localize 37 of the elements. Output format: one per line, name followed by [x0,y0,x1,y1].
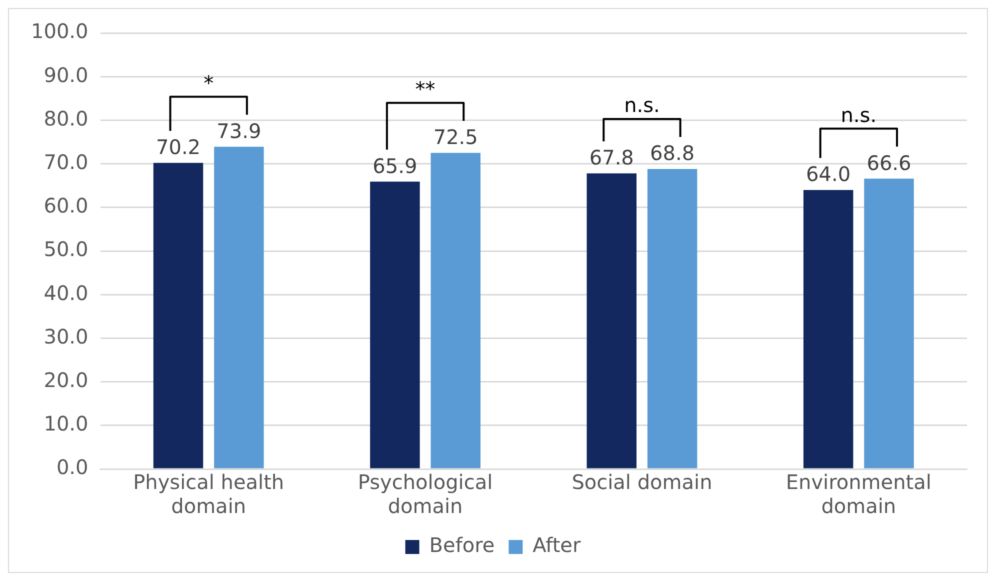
data-label: 68.8 [650,141,695,166]
bar [430,152,480,468]
data-label: 64.0 [806,162,851,186]
bar [370,182,420,468]
annotation: ** [415,77,436,102]
bar [153,162,204,468]
y-tick-label: 100.0 [30,19,88,44]
y-tick-label: 20.0 [44,368,88,392]
legend-label: Before [429,533,495,558]
y-tick-label: 60.0 [44,194,88,218]
annotation: n.s. [624,93,660,118]
y-tick-label: 40.0 [44,280,88,305]
annotation: * [204,71,214,95]
bar [803,190,854,468]
y-tick-label: 80.0 [44,106,88,130]
x-tick-label: Psychological domain [358,470,493,518]
legend-label: After [532,533,582,558]
y-tick-label: 90.0 [44,62,88,87]
x-tick-label: Physical health domain [133,470,284,518]
y-tick-label: 50.0 [44,237,88,262]
bar [586,173,637,468]
y-tick-label: 30.0 [44,324,88,348]
data-label: 72.5 [433,125,478,150]
x-tick-label: Social domain [572,470,712,494]
bar [647,169,698,468]
bar [864,178,914,468]
data-label: 66.6 [866,150,912,175]
data-label: 73.9 [216,119,262,143]
data-label: 67.8 [589,146,634,170]
y-tick-label: 10.0 [44,412,88,436]
y-tick-label: 0.0 [56,455,88,480]
annotation: n.s. [840,102,877,127]
x-tick-label: Environmental domain [786,470,932,518]
data-label: 70.2 [156,135,201,160]
y-tick-label: 70.0 [44,150,88,174]
bar [214,146,264,468]
data-label: 65.9 [372,154,418,178]
